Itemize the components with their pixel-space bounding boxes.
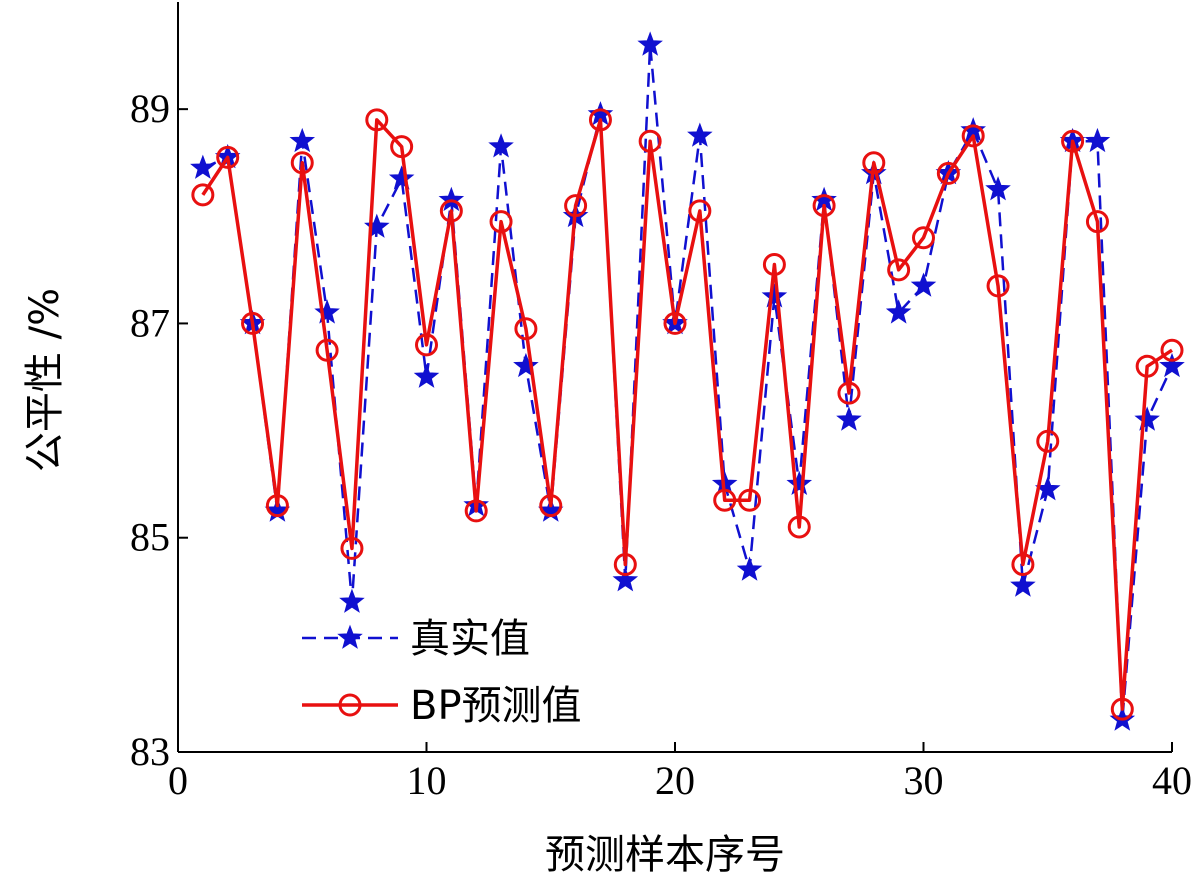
data-point-circle [340,536,364,560]
data-point-star [1084,127,1111,153]
x-tick-label: 10 [407,758,447,803]
data-point-circle [887,258,911,282]
data-point-circle [663,311,687,335]
data-point-circle [241,311,265,335]
data-point-star [1134,406,1160,431]
data-point-star [314,299,340,324]
data-point-circle [514,317,538,341]
data-point-star [413,363,440,388]
series-2 [191,108,1184,721]
data-point-circle [464,499,488,523]
series-line [202,43,1174,722]
data-point-circle [1135,354,1159,378]
data-point-circle [265,494,289,518]
data-point-circle [986,274,1010,298]
data-point-star [388,165,415,190]
data-point-circle [191,183,215,207]
data-point-star [364,213,390,238]
legend-marker-circle [338,693,362,717]
data-point-circle [1011,553,1035,576]
data-point-star [761,283,788,308]
data-point-star [438,186,465,212]
data-point-star [513,352,539,378]
legend-item-1: 真实值 [302,616,530,662]
x-axis-title: 预测样本序号 [545,832,785,878]
data-point-star [985,176,1011,201]
data-point-circle [762,253,786,276]
legend-item-2: BP预测值 [302,683,582,729]
data-point-circle [936,161,960,185]
y-axis-title: 公平性 /% [22,288,68,472]
data-point-star [1010,572,1036,597]
data-point-circle [489,210,513,234]
data-point-star [885,299,912,324]
data-point-circle [613,553,637,576]
data-point-circle [1061,129,1085,153]
data-point-star [1159,352,1185,378]
data-point-circle [862,151,886,175]
data-point-star [786,470,813,496]
x-tick-label: 40 [1152,758,1192,803]
axes: 0 10 20 30 40 83 85 87 89 [130,2,1192,803]
data-point-circle [912,226,935,250]
data-point-circle [365,108,389,132]
data-point-star [339,588,365,613]
data-point-star [910,272,937,297]
data-point-star [687,122,713,147]
data-point-circle [713,488,737,512]
series-line [201,118,1173,711]
y-tick-label: 83 [130,729,170,774]
x-tick-label: 30 [904,758,944,803]
data-point-circle [1036,429,1060,453]
legend: 真实值 BP预测值 [302,616,582,729]
data-point-star [289,127,316,153]
data-point-circle [564,194,588,218]
data-point-star [612,567,639,592]
data-point-circle [961,124,985,148]
data-point-circle [812,194,836,218]
legend-label: BP预测值 [410,683,582,729]
data-point-star [488,133,514,158]
series-1 [190,31,1185,731]
data-point-circle [688,199,712,223]
y-tick-label: 89 [130,86,170,131]
data-point-star [836,406,862,431]
data-point-circle [539,494,563,518]
series-layer [190,31,1185,731]
data-point-circle [315,338,339,362]
y-tick-label: 85 [130,515,170,560]
data-point-circle [738,488,762,512]
legend-marker-star [337,624,363,649]
data-point-star [190,154,216,179]
data-point-circle [588,108,612,132]
data-point-circle [1110,697,1134,721]
legend-label: 真实值 [410,616,530,662]
x-tick-label: 20 [655,758,695,803]
data-point-circle [439,199,463,223]
data-point-circle [390,135,414,159]
data-point-circle [1160,338,1184,362]
data-point-star [736,556,763,581]
y-tick-label: 87 [130,300,170,345]
data-point-circle [290,151,314,175]
data-point-circle [837,381,861,405]
data-point-circle [415,333,438,357]
data-point-circle [787,515,811,539]
data-point-star [637,31,663,56]
x-tick-label: 0 [168,758,188,803]
data-point-circle [216,145,240,169]
data-point-circle [1085,210,1109,234]
data-point-circle [638,129,662,153]
